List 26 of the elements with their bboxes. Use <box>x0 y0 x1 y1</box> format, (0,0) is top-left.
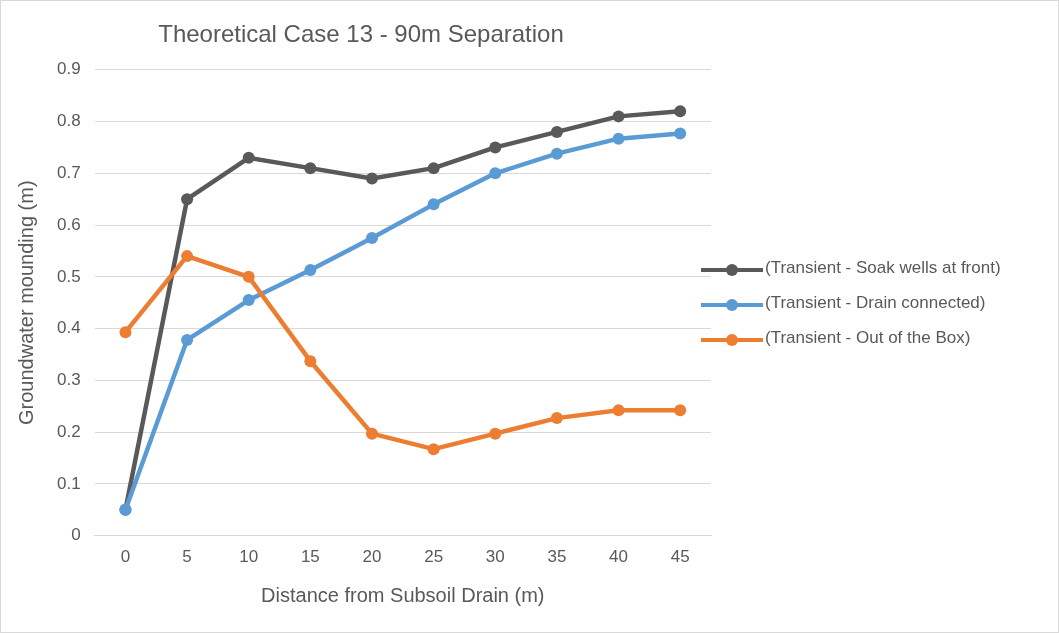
x-tick-label: 5 <box>182 547 192 567</box>
x-tick-label: 40 <box>609 547 629 567</box>
legend-label: (Transient - Soak wells at front) <box>765 257 1001 279</box>
x-tick-label: 15 <box>300 547 320 567</box>
y-tick-label: 0.6 <box>56 214 81 234</box>
legend-label: (Transient - Out of the Box) <box>765 327 971 349</box>
x-axis-title: Distance from Subsoil Drain (m) <box>261 583 545 606</box>
chart-title: Theoretical Case 13 - 90m Separation <box>158 20 564 48</box>
x-tick-label: 35 <box>547 547 567 567</box>
y-tick-label: 0.1 <box>56 473 81 493</box>
y-axis-title: Groundwater mounding (m) <box>14 180 37 425</box>
y-tick-label: 0.5 <box>56 266 81 286</box>
y-tick-label: 0.8 <box>56 111 81 131</box>
x-tick-label: 30 <box>485 547 505 567</box>
x-tick-label: 20 <box>362 547 382 567</box>
y-tick-label: 0.7 <box>56 163 81 182</box>
y-tick-label: 0.4 <box>56 318 81 338</box>
legend-label: (Transient - Drain connected) <box>765 292 986 314</box>
y-tick-label: 0.9 <box>56 59 81 79</box>
y-tick-label: 0 <box>71 525 81 545</box>
x-tick-label: 0 <box>120 547 131 567</box>
x-tick-label: 25 <box>424 547 444 567</box>
y-tick-label: 0.2 <box>56 421 81 441</box>
x-tick-label: 10 <box>239 547 259 567</box>
x-tick-label: 45 <box>670 547 690 567</box>
y-tick-label: 0.3 <box>56 370 81 390</box>
